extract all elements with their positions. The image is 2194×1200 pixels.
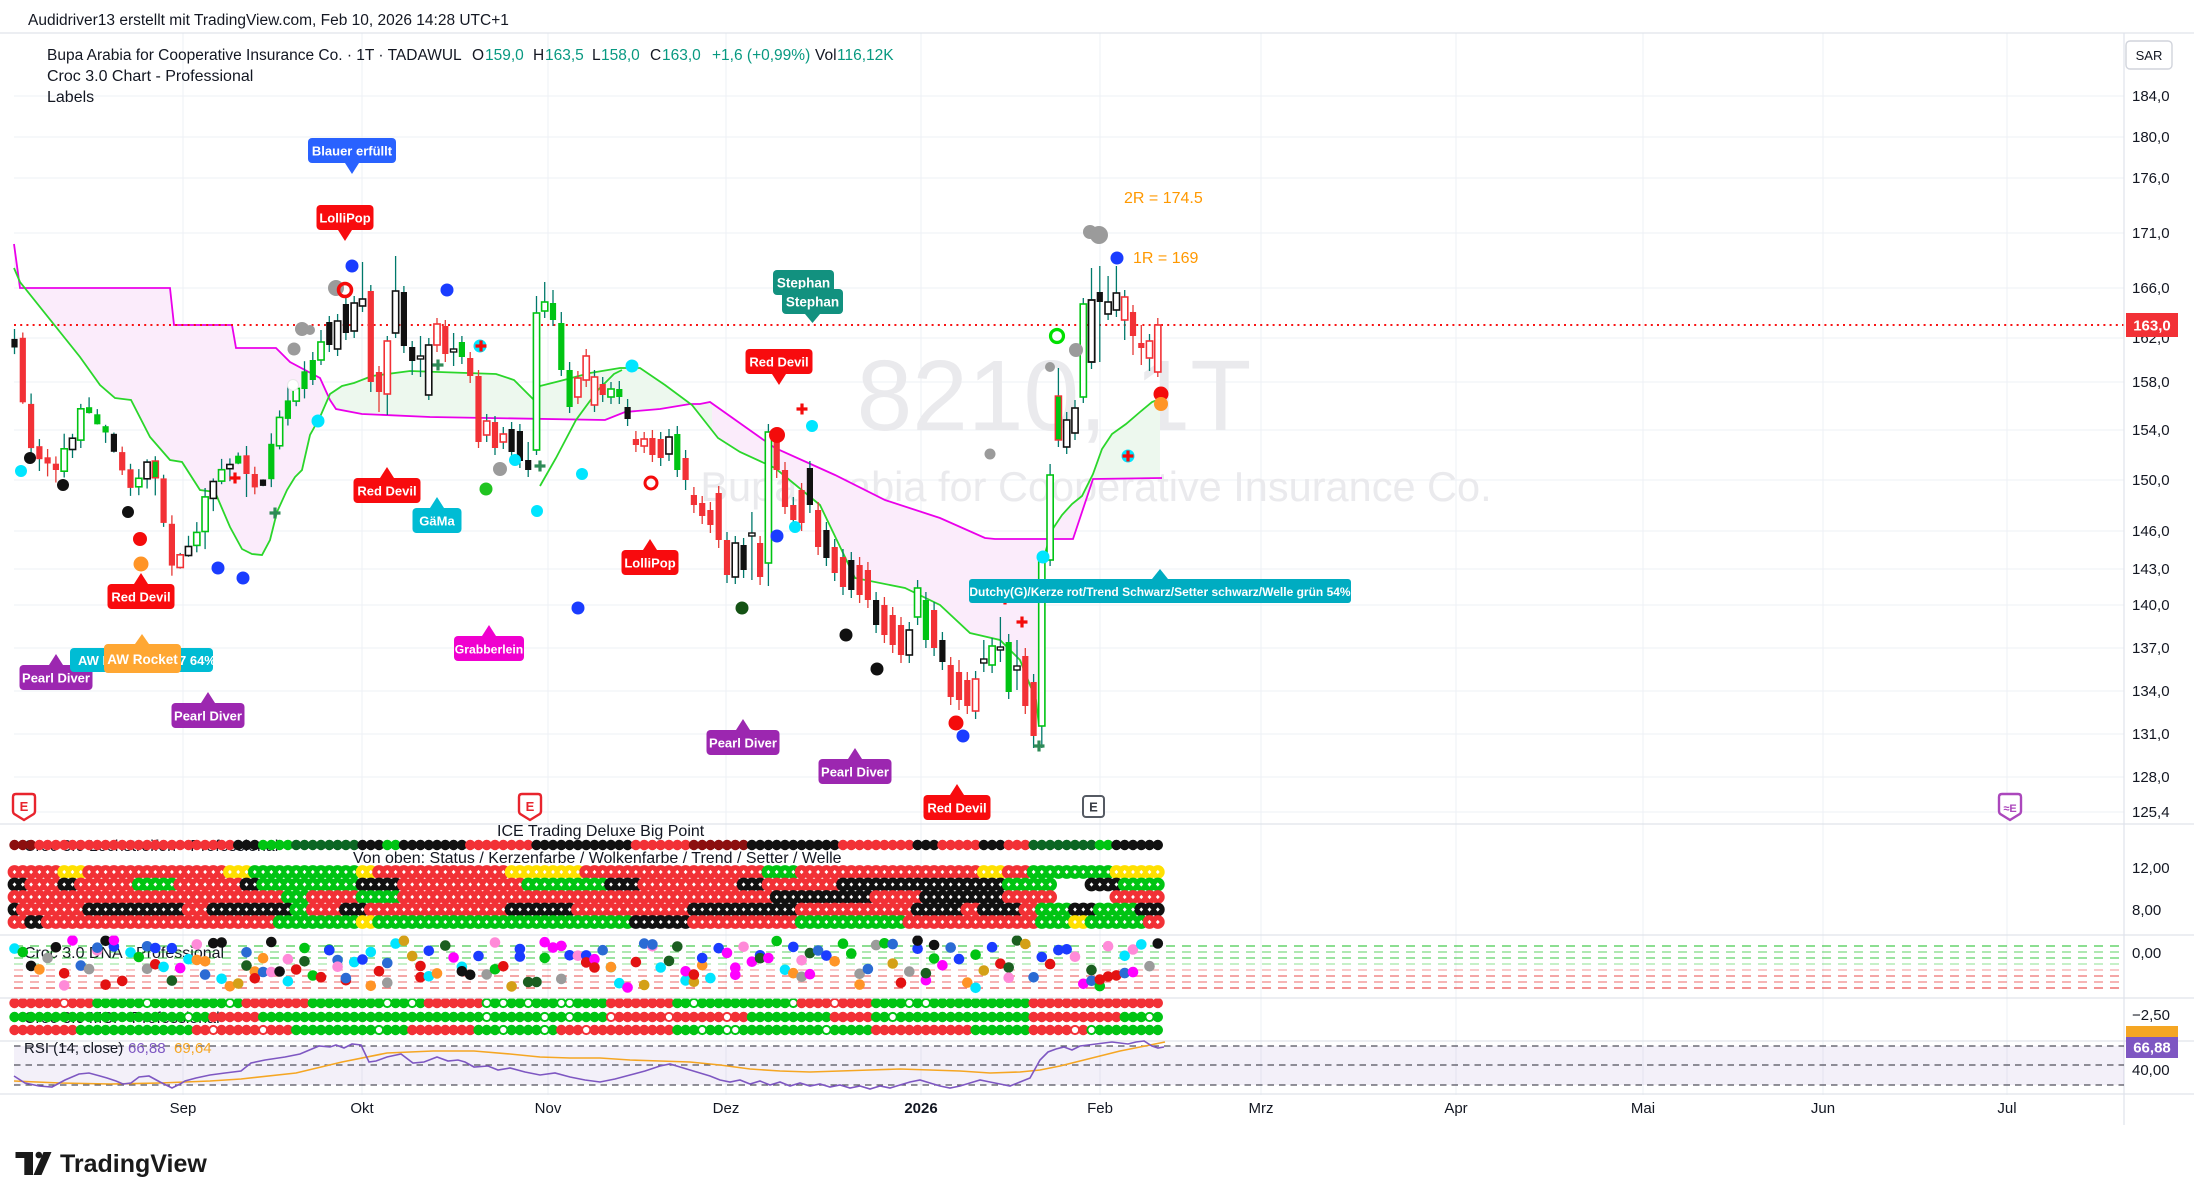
svg-text:AW Rocket: AW Rocket xyxy=(107,652,178,667)
svg-text:Dez: Dez xyxy=(713,1100,740,1117)
svg-text:116,12K: 116,12K xyxy=(837,47,894,64)
svg-text:1R = 169: 1R = 169 xyxy=(1133,250,1198,267)
svg-text:H: H xyxy=(533,47,544,64)
svg-text:171,0: 171,0 xyxy=(2132,225,2170,242)
svg-text:158,0: 158,0 xyxy=(2132,374,2170,391)
svg-text:Croc 3.0 Chart - Professional: Croc 3.0 Chart - Professional xyxy=(47,68,253,85)
svg-text:8210, 1T: 8210, 1T xyxy=(857,340,1252,452)
svg-text:Apr: Apr xyxy=(1444,1100,1467,1117)
svg-text:Jun: Jun xyxy=(1811,1100,1835,1117)
svg-text:8,00: 8,00 xyxy=(2132,902,2161,919)
svg-text:−2,50: −2,50 xyxy=(2132,1007,2170,1024)
svg-text:Okt: Okt xyxy=(350,1100,374,1117)
svg-text:163,0: 163,0 xyxy=(662,47,701,64)
svg-text:RSI (14, close): RSI (14, close) xyxy=(24,1040,123,1057)
svg-text:O: O xyxy=(472,47,484,64)
svg-text:159,0: 159,0 xyxy=(485,47,524,64)
svg-text:Audidriver13 erstellt mit Trad: Audidriver13 erstellt mit TradingView.co… xyxy=(28,12,509,29)
svg-text:Pearl Diver: Pearl Diver xyxy=(174,708,242,723)
svg-text:LolliPop: LolliPop xyxy=(319,210,370,225)
svg-text:12,00: 12,00 xyxy=(2132,860,2170,877)
svg-text:Red Devil: Red Devil xyxy=(111,589,170,604)
svg-text:166,0: 166,0 xyxy=(2132,280,2170,297)
svg-text:L: L xyxy=(592,47,601,64)
svg-text:Stephan: Stephan xyxy=(777,276,830,291)
svg-text:Nov: Nov xyxy=(535,1100,562,1117)
svg-text:163,0: 163,0 xyxy=(2133,318,2171,335)
svg-text:Feb: Feb xyxy=(1087,1100,1113,1117)
svg-text:E: E xyxy=(526,799,535,814)
svg-text:150,0: 150,0 xyxy=(2132,472,2170,489)
svg-text:Mai: Mai xyxy=(1631,1100,1655,1117)
svg-text:Mrz: Mrz xyxy=(1249,1100,1274,1117)
svg-text:Pearl Diver: Pearl Diver xyxy=(709,735,777,750)
svg-text:137,0: 137,0 xyxy=(2132,640,2170,657)
svg-text:146,0: 146,0 xyxy=(2132,523,2170,540)
svg-text:66,88: 66,88 xyxy=(128,1040,166,1057)
svg-text:Labels: Labels xyxy=(47,89,94,106)
svg-text:Dutchy(G)/Kerze rot/Trend Schw: Dutchy(G)/Kerze rot/Trend Schwarz/Setter… xyxy=(969,585,1351,599)
svg-text:SAR: SAR xyxy=(2136,48,2163,63)
svg-text:2R = 174.5: 2R = 174.5 xyxy=(1124,190,1203,207)
svg-text:184,0: 184,0 xyxy=(2132,88,2170,105)
svg-text:180,0: 180,0 xyxy=(2132,129,2170,146)
svg-text:143,0: 143,0 xyxy=(2132,561,2170,578)
svg-text:C: C xyxy=(650,47,661,64)
svg-text:Sep: Sep xyxy=(170,1100,197,1117)
svg-text:2026: 2026 xyxy=(904,1100,937,1117)
svg-text:Bupa Arabia for Cooperative In: Bupa Arabia for Cooperative Insurance Co… xyxy=(47,47,462,64)
svg-text:ICE Trading Deluxe Big Point: ICE Trading Deluxe Big Point xyxy=(497,823,705,840)
svg-text:134,0: 134,0 xyxy=(2132,683,2170,700)
svg-text:131,0: 131,0 xyxy=(2132,726,2170,743)
svg-text:GäMa: GäMa xyxy=(419,513,455,528)
svg-text:AW R: AW R xyxy=(78,653,113,668)
svg-text:158,0: 158,0 xyxy=(601,47,640,64)
svg-text:176,0: 176,0 xyxy=(2132,170,2170,187)
svg-text:Von oben: Status / Kerzenfarbe: Von oben: Status / Kerzenfarbe / Wolkenf… xyxy=(353,850,842,867)
svg-text:Pearl Diver: Pearl Diver xyxy=(821,764,889,779)
svg-text:140,0: 140,0 xyxy=(2132,597,2170,614)
svg-text:TradingView: TradingView xyxy=(60,1150,207,1178)
svg-text:LolliPop: LolliPop xyxy=(624,555,675,570)
svg-text:Jul: Jul xyxy=(1997,1100,2016,1117)
svg-text:Red Devil: Red Devil xyxy=(357,483,416,498)
svg-text:66,88: 66,88 xyxy=(2133,1040,2171,1057)
svg-text:Blauer erfüllt: Blauer erfüllt xyxy=(312,143,393,158)
svg-text:7 64%: 7 64% xyxy=(179,653,216,668)
svg-text:128,0: 128,0 xyxy=(2132,769,2170,786)
svg-text:Red Devil: Red Devil xyxy=(749,354,808,369)
svg-text:154,0: 154,0 xyxy=(2132,422,2170,439)
svg-text:Grabberlein: Grabberlein xyxy=(455,642,523,656)
svg-text:Red Devil: Red Devil xyxy=(927,800,986,815)
svg-text:E: E xyxy=(1089,800,1098,815)
svg-text:≈E: ≈E xyxy=(2003,803,2016,815)
svg-text:69,64: 69,64 xyxy=(174,1040,212,1057)
svg-text:Vol: Vol xyxy=(815,47,837,64)
svg-text:163,5: 163,5 xyxy=(545,47,584,64)
svg-text:0,00: 0,00 xyxy=(2132,945,2161,962)
svg-text:125,4: 125,4 xyxy=(2132,804,2170,821)
svg-text:+1,6 (+0,99%): +1,6 (+0,99%) xyxy=(712,47,810,64)
svg-text:40,00: 40,00 xyxy=(2132,1062,2170,1079)
svg-text:Stephan: Stephan xyxy=(786,295,839,310)
svg-text:Pearl Diver: Pearl Diver xyxy=(22,670,90,685)
svg-text:E: E xyxy=(20,799,29,814)
